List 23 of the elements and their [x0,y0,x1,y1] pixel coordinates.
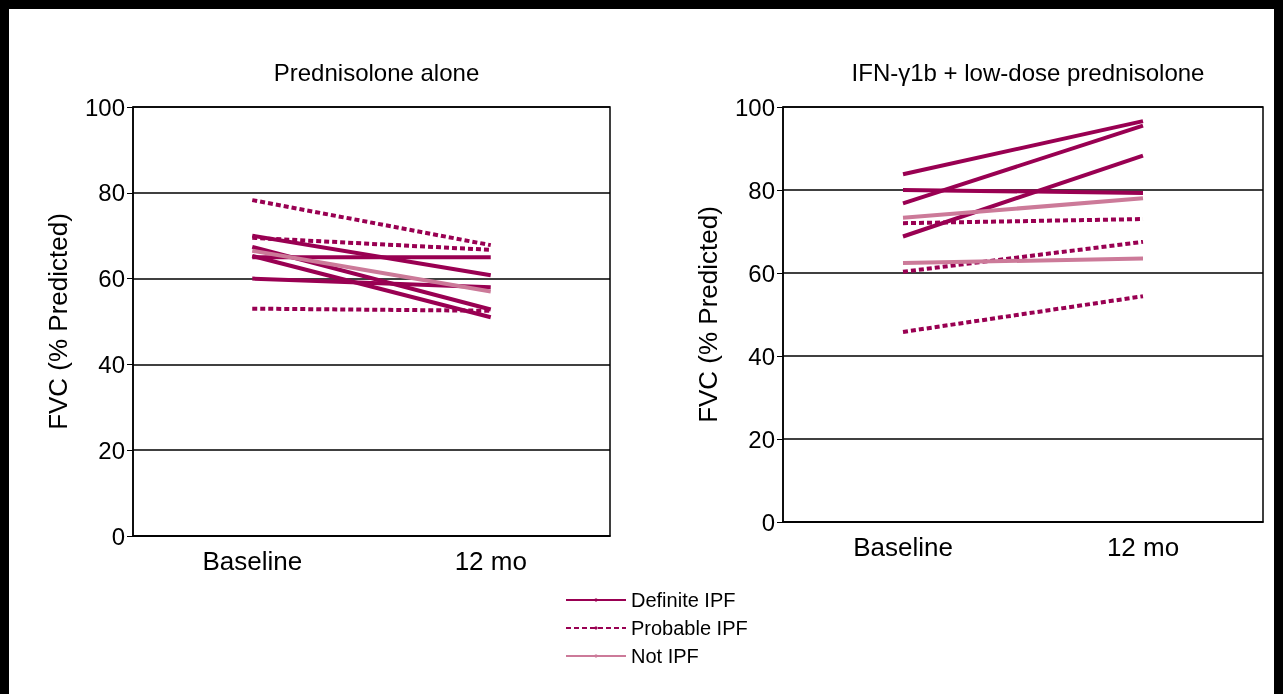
y-tick-label: 40 [748,342,775,370]
y-tick-label: 20 [748,425,775,453]
y-tick-label: 100 [734,93,775,121]
y-axis-title: FVC (% Predicted) [693,206,723,423]
y-tick-label: 60 [748,259,775,287]
y-tick-label: 80 [748,176,775,204]
y-axis-title: FVC (% Predicted) [43,213,73,430]
y-tick-label: 40 [98,350,125,378]
y-tick-label: 80 [98,179,125,207]
x-tick-label: Baseline [853,532,953,562]
chart-title: IFN-γ1b + low-dose prednisolone [851,58,1205,86]
y-tick-label: 60 [98,265,125,293]
y-tick-label: 100 [84,93,125,121]
legend-label: Definite IPF [631,589,736,611]
x-tick-label: 12 mo [454,546,527,576]
y-tick-label: 0 [761,508,775,536]
legend-label: Probable IPF [631,617,748,639]
x-tick-label: 12 mo [1106,532,1180,562]
x-tick-label: Baseline [202,546,303,576]
y-tick-label: 0 [111,522,125,550]
y-tick-label: 20 [98,436,125,464]
chart-title: Prednisolone alone [273,58,480,86]
legend-label: Not IPF [631,645,699,667]
